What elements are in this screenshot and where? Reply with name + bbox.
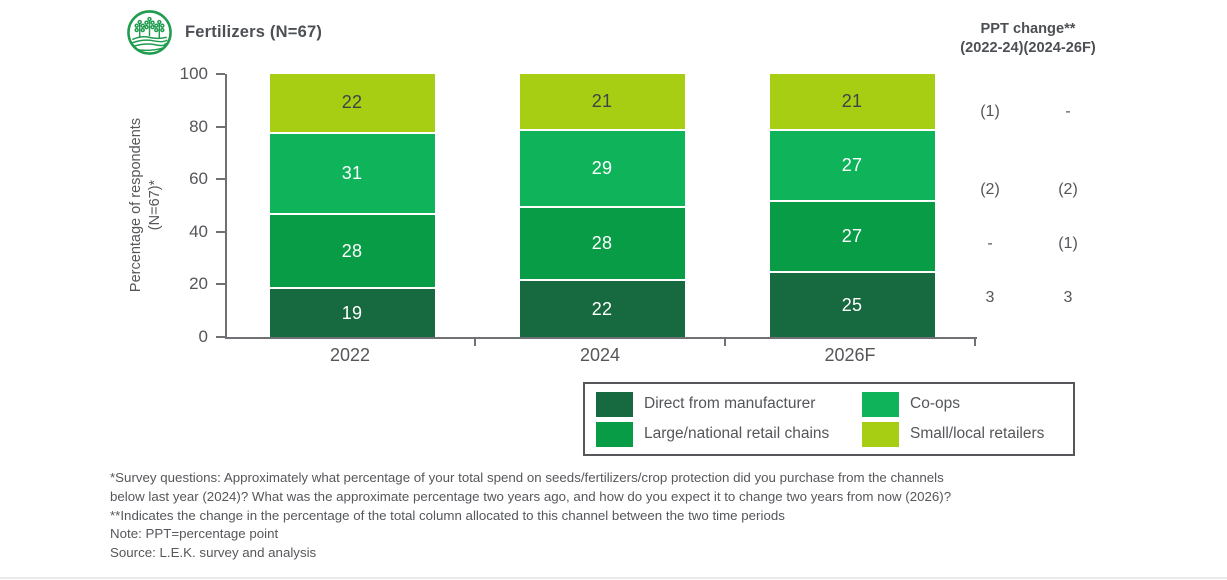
legend-label: Small/local retailers [910, 425, 1045, 442]
bar-segment: 27 [769, 129, 935, 201]
segment-value-label: 27 [841, 155, 863, 176]
ppt-change-2022-24: (1) [980, 103, 1000, 120]
bar-segment: 22 [269, 74, 435, 132]
y-tick-label: 100 [179, 64, 208, 83]
ppt-change-2024-26f: - [1065, 103, 1071, 120]
segment-value-label: 25 [841, 294, 863, 315]
stacked-bar-2026F: 21 27 27 25 [769, 74, 935, 337]
legend-item: Direct from manufacturer [596, 391, 862, 417]
ppt-change-2024-26f: 3 [1063, 289, 1073, 306]
y-tick-label: 40 [189, 221, 208, 241]
bar-segment: 29 [519, 129, 685, 206]
y-axis-title: Percentage of respondents (N=67)* [127, 118, 165, 292]
bar-segment: 31 [269, 131, 435, 214]
stacked-bar-2022: 22 31 28 19 [269, 74, 435, 337]
y-tick-mark [216, 230, 225, 233]
ppt-change-header: PPT change** (2022-24)(2024-26F) [936, 20, 1120, 58]
bar-segment: 28 [519, 205, 685, 280]
legend-swatch [596, 421, 633, 447]
x-tick-mark [474, 339, 476, 346]
ppt-change-2024-26f: (1) [1058, 235, 1078, 252]
x-tick-mark [724, 339, 726, 346]
legend-swatch [862, 391, 899, 417]
segment-value-label: 28 [591, 232, 613, 253]
y-axis-title-line1: Percentage of respondents [128, 117, 144, 293]
ppt-change-header-line1: PPT change** [980, 21, 1076, 37]
footnote-line: below last year (2024)? What was the app… [110, 488, 952, 504]
chart-title: Fertilizers (N=67) [185, 23, 323, 41]
bar-segment: 19 [269, 287, 435, 337]
footnote-line: *Survey questions: Approximately what pe… [110, 470, 944, 485]
bar-segment: 21 [519, 74, 685, 130]
bar-segment: 28 [269, 213, 435, 288]
legend: Direct from manufacturer Large/national r… [583, 382, 1075, 456]
plot-area: 22 31 28 19 21 29 28 22 21 27 27 25 [225, 74, 977, 339]
stacked-bar-2024: 21 29 28 22 [519, 74, 685, 337]
segment-value-label: 27 [841, 226, 863, 247]
segment-value-label: 29 [591, 157, 613, 178]
segment-value-label: 19 [341, 302, 363, 323]
bar-segment: 25 [769, 271, 935, 337]
ppt-change-2024-26f: (2) [1058, 181, 1078, 198]
y-tick-mark [216, 178, 225, 181]
ppt-change-2022-24: - [987, 235, 993, 252]
segment-value-label: 31 [341, 163, 363, 184]
ppt-change-2022-24: (2) [980, 181, 1000, 198]
y-axis-title-line2: (N=67)* [147, 179, 163, 231]
legend-label: Co-ops [910, 395, 960, 412]
bar-segment: 27 [769, 200, 935, 272]
y-tick-label: 0 [198, 327, 208, 346]
bar-segment: 21 [769, 74, 935, 130]
x-tick-mark [974, 339, 976, 346]
fertilizers-crops-icon [127, 10, 172, 55]
bar-segment: 22 [519, 279, 685, 337]
segment-value-label: 28 [341, 240, 363, 261]
y-tick-mark [216, 283, 225, 286]
x-category-label: 2026F [824, 345, 876, 365]
segment-value-label: 22 [591, 298, 613, 319]
x-category-label: 2022 [329, 345, 371, 365]
ppt-change-header-line2: (2022-24)(2024-26F) [960, 40, 1096, 56]
segment-value-label: 21 [841, 91, 863, 112]
segment-value-label: 21 [591, 91, 613, 112]
footnote-line: Source: L.E.K. survey and analysis [110, 545, 317, 561]
ppt-change-2022-24: 3 [985, 289, 995, 306]
footnote-line: **Indicates the change in the percentage… [110, 507, 785, 523]
ppt-change-values: (1) - (2) (2) - (1) 3 3 [940, 74, 1120, 337]
legend-item: Large/national retail chains [596, 421, 862, 447]
footnote-line: Note: PPT=percentage point [110, 526, 279, 542]
legend-label: Direct from manufacturer [644, 395, 816, 412]
legend-swatch [596, 391, 633, 417]
legend-item: Small/local retailers [862, 421, 1065, 447]
legend-swatch [862, 421, 899, 447]
x-category-label: 2024 [579, 345, 621, 365]
bottom-divider [0, 577, 1227, 579]
legend-item: Co-ops [862, 391, 1065, 417]
y-tick-mark [216, 336, 225, 338]
legend-label: Large/national retail chains [644, 425, 830, 442]
y-tick-mark [216, 125, 225, 128]
footnotes: *Survey questions: Approximately what pe… [110, 469, 1140, 563]
y-tick-label: 60 [189, 169, 208, 189]
segment-value-label: 22 [341, 92, 363, 113]
y-tick-mark [216, 73, 225, 75]
y-tick-label: 80 [189, 116, 208, 136]
y-tick-label: 20 [189, 274, 208, 294]
